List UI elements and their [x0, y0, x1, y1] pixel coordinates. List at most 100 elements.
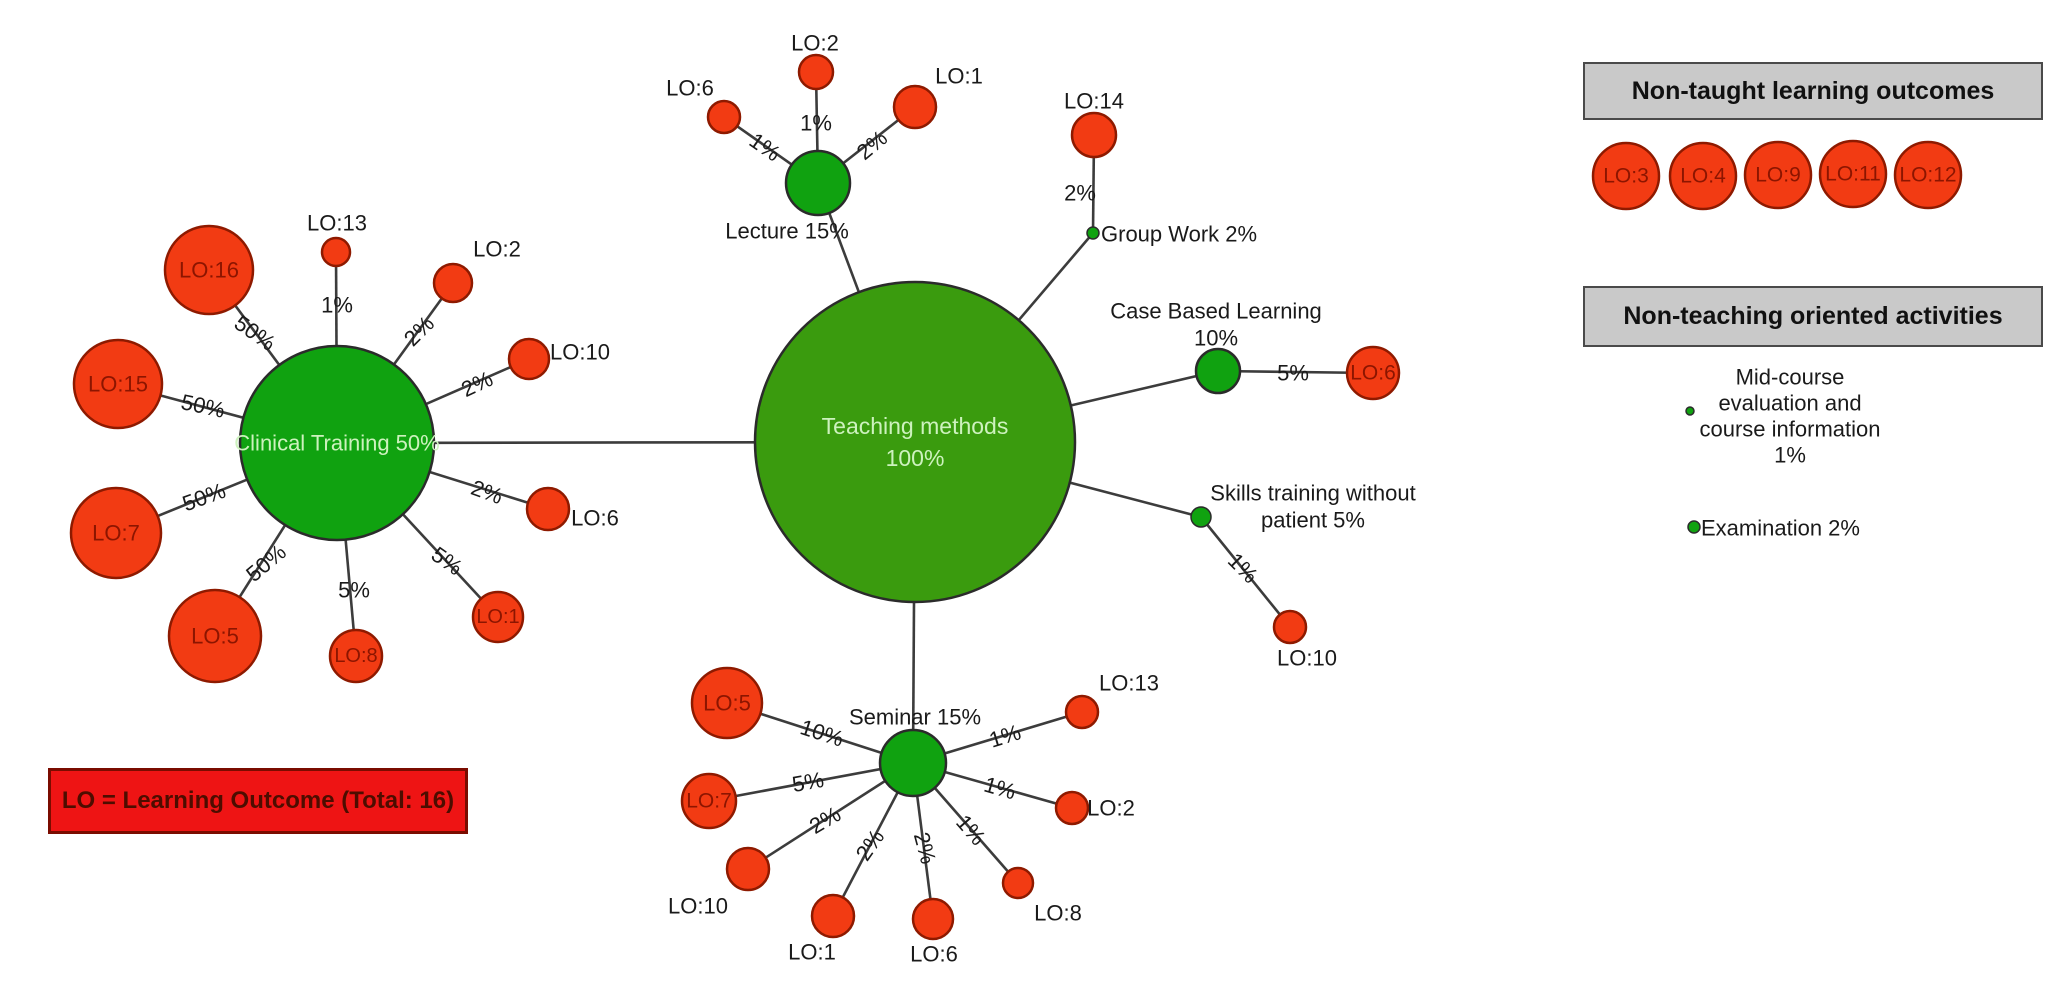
node-label-lo12: LO:12: [1899, 164, 1956, 187]
edge-label-seminar-lo7_sem: 5%: [790, 767, 826, 797]
node-lo6_lec: [706, 99, 742, 135]
node-lo12: [1893, 140, 1963, 210]
node-exam_dot: [1687, 520, 1701, 534]
node-lo5_cl: [167, 588, 263, 684]
node-label-lo2_sem: LO:2: [1087, 796, 1135, 821]
edge-label-clinical-lo6_cl: 2%: [468, 475, 506, 509]
edge-skills-lo10_skills: [1199, 516, 1292, 628]
node-label-lo15: LO:15: [88, 372, 148, 397]
node-lo8_sem: [1001, 866, 1035, 900]
node-skills: [1190, 506, 1212, 528]
edge-label-seminar-lo2_sem: 1%: [981, 772, 1018, 805]
edge-label-seminar-lo10_sem: 2%: [805, 801, 845, 839]
node-lo13_sem: [1064, 694, 1100, 730]
edge-label-cbl-lo6_cbl: 5%: [1277, 361, 1309, 386]
non-teaching-activities-header: Non-teaching oriented activities: [1583, 286, 2043, 347]
edge-label-lecture-lo6_lec: 1%: [745, 128, 785, 167]
node-label-lo8_cl: LO:8: [334, 645, 377, 667]
node-label-exam_dot: Examination 2%: [1701, 516, 1860, 541]
node-lo13_cl: [320, 236, 352, 268]
node-lo2_sem: [1054, 790, 1090, 826]
node-lo7_cl: [69, 486, 163, 580]
node-label-lo6_lec: LO:6: [666, 76, 714, 101]
node-label-mid_dot-line4: 1%: [1774, 443, 1806, 468]
node-label-lo7_sem: LO:7: [686, 790, 732, 813]
node-label-lo13_sem: LO:13: [1099, 671, 1159, 696]
node-lo14: [1070, 111, 1118, 159]
node-lo2_cl: [432, 262, 474, 304]
node-label-lo16: LO:16: [179, 258, 239, 283]
node-label-lo11: LO:11: [1825, 163, 1881, 186]
node-label-lo14: LO:14: [1064, 89, 1124, 114]
node-label-lo6_cl: LO:6: [571, 506, 619, 531]
node-lo1_lec: [892, 84, 938, 130]
node-label-teaching-line2: 100%: [886, 445, 945, 471]
learning-outcome-legend: LO = Learning Outcome (Total: 16): [48, 768, 468, 834]
edge-label-clinical-lo10_cl: 2%: [457, 366, 496, 402]
edge-seminar-lo7_sem: [708, 761, 914, 803]
node-lo16: [163, 224, 255, 316]
node-label-lo6_cbl: LO:6: [1350, 362, 1396, 385]
node-label-lo10_skills: LO:10: [1277, 646, 1337, 671]
node-label-lo13_cl: LO:13: [307, 211, 367, 236]
node-lecture: [784, 149, 852, 217]
node-label-lo5_sem: LO:5: [703, 691, 751, 716]
node-label-lo2_lec: LO:2: [791, 31, 839, 56]
node-clinical: [238, 344, 436, 542]
edge-label-clinical-lo7_cl: 50%: [179, 478, 229, 517]
node-label-skills-line2: patient 5%: [1261, 508, 1365, 533]
node-cbl: [1194, 347, 1242, 395]
node-mid_dot: [1685, 406, 1695, 416]
edge-label-groupwork-lo14: 2%: [1064, 181, 1096, 206]
edge-label-seminar-lo6_sem: 2%: [909, 829, 941, 866]
node-lo8_cl: [328, 628, 384, 684]
node-label-lo10_cl: LO:10: [550, 340, 610, 365]
node-label-lo4: LO:4: [1680, 165, 1726, 188]
node-label-lo3: LO:3: [1603, 165, 1649, 188]
node-label-seminar: Seminar 15%: [849, 705, 981, 730]
edge-label-clinical-lo5_cl: 50%: [241, 539, 291, 586]
node-label-skills-line1: Skills training without: [1210, 481, 1415, 506]
node-label-mid_dot-line3: course information: [1700, 417, 1881, 442]
node-teaching: [753, 280, 1077, 604]
node-lo4: [1668, 141, 1738, 211]
edge-label-clinical-lo13_cl: 1%: [321, 293, 353, 318]
node-lo10_cl: [507, 337, 551, 381]
node-lo10_sem: [725, 846, 771, 892]
node-label-lo7_cl: LO:7: [92, 521, 140, 546]
node-lo7_sem: [680, 772, 738, 830]
node-lo9: [1743, 140, 1813, 210]
node-lo15: [72, 338, 164, 430]
edge-label-seminar-lo5_sem: 10%: [797, 714, 847, 751]
edge-label-clinical-lo15: 50%: [179, 389, 227, 423]
node-lo1_cl: [471, 590, 525, 644]
node-lo6_cbl: [1345, 345, 1401, 401]
node-label-lo1_cl: LO:1: [476, 606, 519, 628]
node-lo6_sem: [911, 897, 955, 941]
edge-label-lecture-lo2_lec: 1%: [800, 111, 832, 136]
node-label-cbl-line2: 10%: [1194, 326, 1238, 351]
node-label-clinical: Clinical Training 50%: [234, 431, 439, 456]
node-label-lecture: Lecture 15%: [725, 219, 849, 244]
node-label-lo1_sem: LO:1: [788, 940, 836, 965]
node-lo2_lec: [797, 53, 835, 91]
node-label-lo5_cl: LO:5: [191, 624, 239, 649]
node-lo6_cl: [525, 486, 571, 532]
edge-label-seminar-lo1_sem: 2%: [851, 825, 890, 865]
node-seminar: [878, 728, 948, 798]
edge-label-clinical-lo16: 50%: [230, 310, 280, 356]
node-label-cbl-line1: Case Based Learning: [1110, 299, 1322, 324]
edge-label-seminar-lo13_sem: 1%: [986, 719, 1024, 752]
node-label-mid_dot-line1: Mid-course: [1736, 365, 1845, 390]
node-label-lo1_lec: LO:1: [935, 64, 983, 89]
node-lo10_skills: [1272, 609, 1308, 645]
node-lo3: [1591, 141, 1661, 211]
edge-label-clinical-lo8_cl: 5%: [338, 578, 370, 603]
node-lo11: [1818, 139, 1888, 209]
edge-label-clinical-lo2_cl: 2%: [399, 311, 439, 351]
node-label-lo2_cl: LO:2: [473, 237, 521, 262]
non-taught-outcomes-header: Non-taught learning outcomes: [1583, 62, 2043, 120]
node-label-lo9: LO:9: [1755, 164, 1801, 187]
